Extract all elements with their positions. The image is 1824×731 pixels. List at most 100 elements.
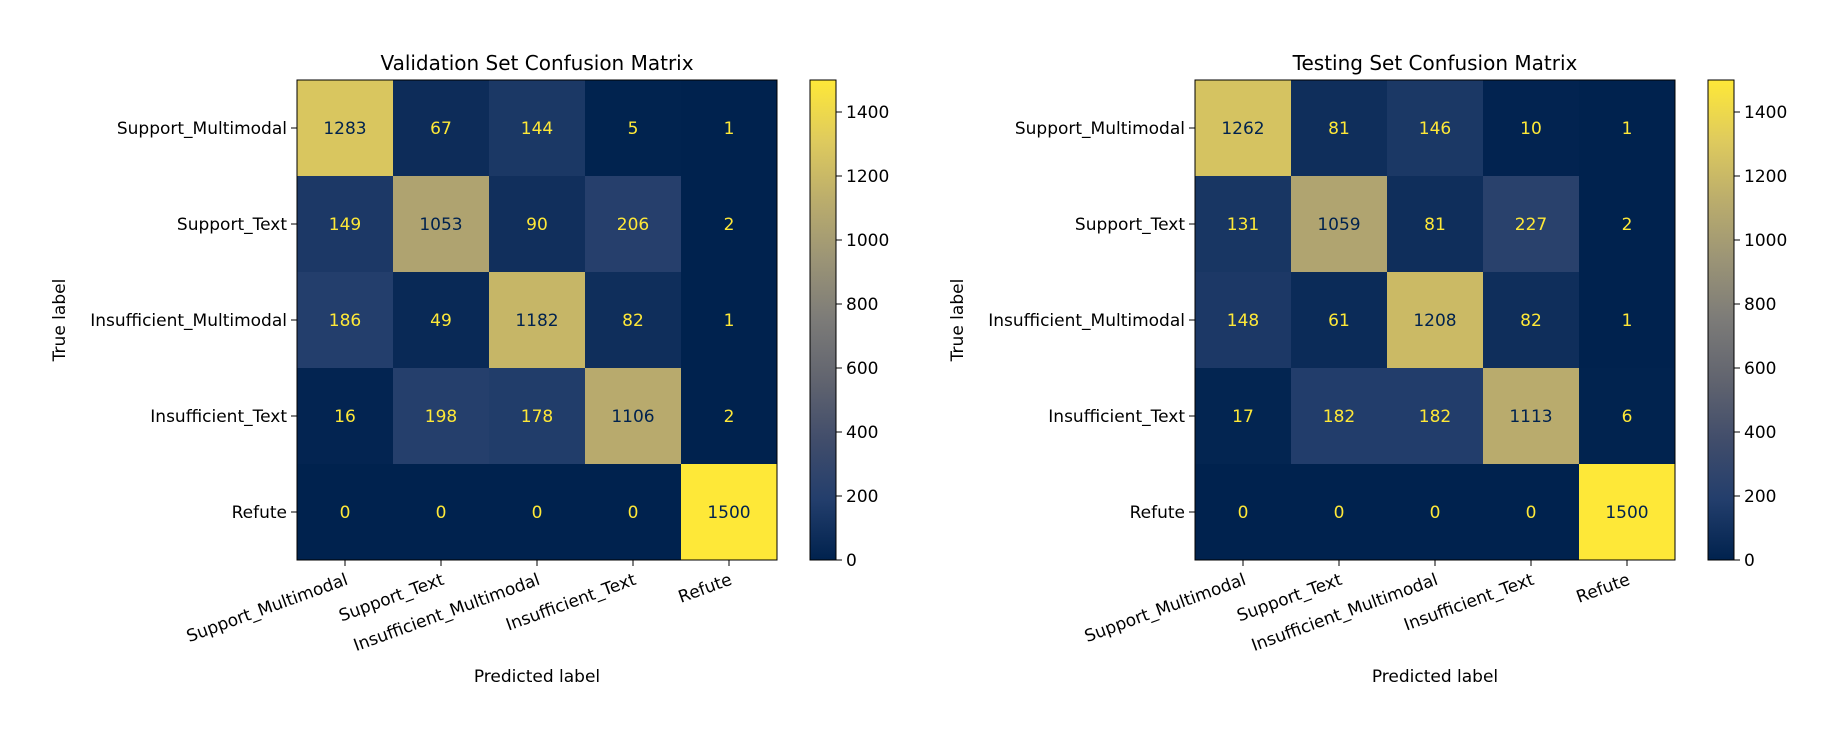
y-tick-label: Refute: [232, 503, 287, 523]
colorbar: 0 200 400 600 800 1000 1200 1400: [1707, 79, 1787, 571]
heatmap-cell: [489, 272, 586, 369]
cell-value-label: 206: [617, 215, 649, 235]
y-tick-label: Insufficient_Multimodal: [988, 311, 1185, 331]
heatmap-cell: [393, 272, 490, 369]
y-tick-label: Insufficient_Text: [150, 407, 287, 427]
cell-value-label: 1182: [515, 311, 558, 331]
cell-value-label: 5: [628, 119, 639, 139]
cell-value-label: 1053: [419, 215, 462, 235]
cell-value-label: 2: [1622, 215, 1633, 235]
cell-value-label: 0: [532, 503, 543, 523]
heatmap-cell: [1291, 176, 1388, 273]
heatmap-cell: [1483, 368, 1580, 465]
cell-value-label: 0: [1430, 503, 1441, 523]
colorbar-tick-label: 1400: [1744, 103, 1787, 123]
cell-value-label: 81: [1424, 215, 1446, 235]
y-tick-label: Support_Text: [1075, 215, 1185, 235]
y-tick-label: Support_Multimodal: [117, 119, 287, 139]
heatmap-cell: [297, 272, 394, 369]
cell-value-label: 1208: [1413, 311, 1456, 331]
cell-value-label: 1: [1622, 119, 1633, 139]
cell-value-label: 10: [1520, 119, 1542, 139]
y-tick-label: Support_Text: [177, 215, 287, 235]
heatmap-cell: [489, 80, 586, 177]
cell-value-label: 1113: [1509, 407, 1552, 427]
chart-title: Testing Set Confusion Matrix: [1292, 51, 1578, 75]
heatmap-cell: [681, 176, 778, 273]
heatmap-cell: [681, 272, 778, 369]
cell-value-label: 178: [521, 407, 553, 427]
heatmap-cell: [1579, 272, 1676, 369]
cell-value-label: 1: [724, 311, 735, 331]
y-tick-label: Insufficient_Multimodal: [90, 311, 287, 331]
heatmap-cell: [1579, 176, 1676, 273]
cell-value-label: 1059: [1317, 215, 1360, 235]
cell-value-label: 1: [1622, 311, 1633, 331]
heatmap-cell: [1195, 272, 1292, 369]
cell-value-label: 2: [724, 407, 735, 427]
heatmap-cell: [1291, 464, 1388, 561]
colorbar-gradient: [809, 79, 837, 561]
cell-value-label: 0: [1526, 503, 1537, 523]
cell-value-label: 61: [1328, 311, 1350, 331]
confusion-matrix-1: Validation Set Confusion Matrix 1283 67 144…: [50, 51, 889, 687]
colorbar-tick-label: 400: [846, 423, 878, 443]
x-tick-label: Refute: [1574, 570, 1633, 608]
cell-value-label: 0: [436, 503, 447, 523]
y-tick-label: Refute: [1130, 503, 1185, 523]
cell-value-label: 0: [340, 503, 351, 523]
colorbar: 0 200 400 600 800 1000 1200 1400: [809, 79, 889, 571]
heatmap-cell: [393, 80, 490, 177]
heatmap-cell: [1195, 176, 1292, 273]
heatmap-cell: [681, 80, 778, 177]
colorbar-tick-label: 1200: [1744, 167, 1787, 187]
heatmap-cell: [297, 176, 394, 273]
heatmap-cell: [489, 464, 586, 561]
heatmap-cell: [1195, 368, 1292, 465]
colorbar-gradient: [1707, 79, 1735, 561]
cell-value-label: 2: [724, 215, 735, 235]
cell-value-label: 82: [622, 311, 644, 331]
cell-value-label: 198: [425, 407, 457, 427]
cell-value-label: 186: [329, 311, 361, 331]
colorbar-tick-label: 0: [1744, 551, 1755, 571]
heatmap-cell: [1291, 368, 1388, 465]
heatmap-cell: [1387, 464, 1484, 561]
heatmap-cell: [1483, 272, 1580, 369]
heatmap-cell: [681, 368, 778, 465]
cell-value-label: 1500: [1605, 503, 1648, 523]
x-tick-label: Support_Multimodal: [1082, 570, 1249, 647]
heatmap-cell: [489, 176, 586, 273]
colorbar-tick-label: 800: [1744, 295, 1776, 315]
heatmap-cell: [585, 80, 682, 177]
colorbar-tick-label: 0: [846, 551, 857, 571]
heatmap-cell: [1195, 80, 1292, 177]
cell-value-label: 1283: [323, 119, 366, 139]
cell-value-label: 90: [526, 215, 548, 235]
heatmap-cell: [585, 368, 682, 465]
heatmap-cell: [585, 464, 682, 561]
heatmap-cell: [297, 368, 394, 465]
colorbar-tick-label: 400: [1744, 423, 1776, 443]
colorbar-tick-label: 1400: [846, 103, 889, 123]
colorbar-tick-label: 1000: [846, 231, 889, 251]
heatmap-cell: [1579, 80, 1676, 177]
cell-value-label: 227: [1515, 215, 1547, 235]
colorbar-tick-label: 1200: [846, 167, 889, 187]
cell-value-label: 49: [430, 311, 452, 331]
heatmap-cell: [1195, 464, 1292, 561]
heatmap-cell: [393, 176, 490, 273]
cell-value-label: 144: [521, 119, 553, 139]
y-tick-label: Insufficient_Text: [1048, 407, 1185, 427]
colorbar-tick-label: 600: [1744, 359, 1776, 379]
cell-value-label: 0: [628, 503, 639, 523]
cell-value-label: 81: [1328, 119, 1350, 139]
colorbar-tick-label: 600: [846, 359, 878, 379]
heatmap-cell: [1291, 272, 1388, 369]
cell-value-label: 82: [1520, 311, 1542, 331]
heatmap-cell: [1483, 464, 1580, 561]
cell-value-label: 17: [1232, 407, 1254, 427]
cell-value-label: 6: [1622, 407, 1633, 427]
